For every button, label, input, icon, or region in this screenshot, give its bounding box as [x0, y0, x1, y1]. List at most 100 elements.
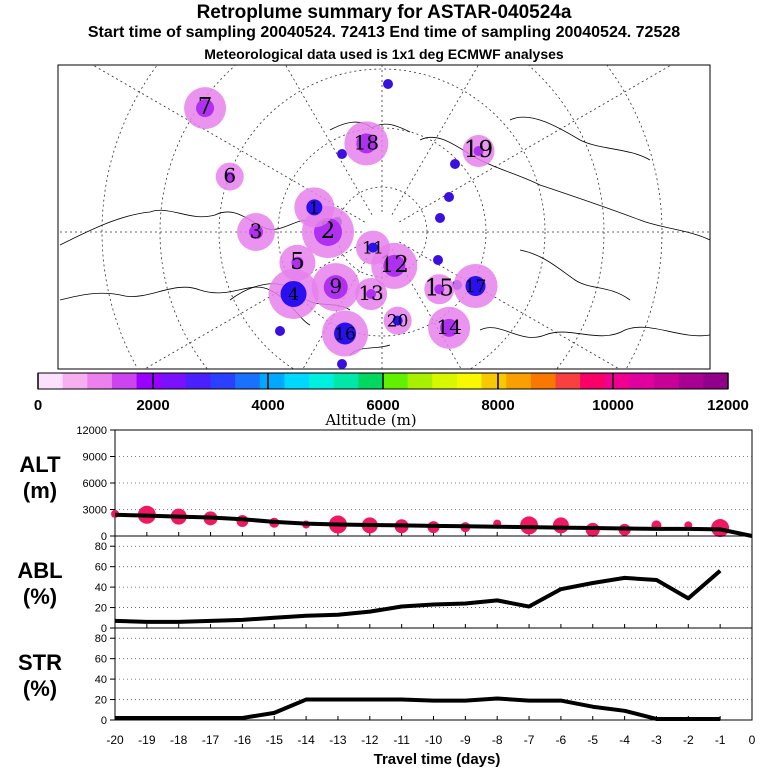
plume-cluster-core — [356, 133, 377, 154]
sampling-times: Start time of sampling 20040524. 72413 E… — [87, 24, 681, 41]
series-line — [114, 569, 722, 624]
colorbar-tick-label: 8000 — [481, 397, 514, 414]
cluster-day-label: 15 — [425, 275, 454, 301]
plume-cluster-core — [306, 199, 323, 216]
latitude-circle — [218, 68, 546, 369]
cluster-day-label: 19 — [464, 137, 493, 163]
plume-cluster-core — [291, 256, 304, 269]
colorbar-segment — [506, 373, 532, 389]
x-tick-label: -6 — [556, 733, 567, 747]
colorbar-segment — [432, 373, 458, 389]
colorbar-segment — [309, 373, 335, 389]
plume-cluster-core — [440, 318, 459, 337]
plume-marker — [383, 79, 393, 89]
y-tick-label: 60 — [95, 654, 107, 666]
panel-ylabel-unit: (%) — [23, 676, 57, 701]
cluster-day-label: 17 — [465, 277, 487, 297]
cluster-day-label: 11 — [362, 239, 384, 259]
y-tick-label: 60 — [95, 562, 107, 574]
coastline — [509, 116, 651, 161]
colorbar-segment — [161, 373, 187, 389]
x-tick-label: -11 — [393, 733, 410, 747]
colorbar-tick-label: 10000 — [592, 397, 634, 414]
y-tick-label: 3000 — [83, 505, 107, 517]
colorbar-tick-label: 2000 — [136, 397, 169, 414]
colorbar-tick-label: 12000 — [707, 397, 749, 414]
cluster-day-label: 6 — [223, 164, 236, 188]
plume-cluster-core — [323, 275, 348, 300]
panel-ylabel: STR — [18, 650, 62, 675]
series-line — [115, 696, 721, 721]
y-tick-label: 40 — [95, 582, 107, 594]
colorbar-segment — [333, 373, 359, 389]
plume-cluster-core — [280, 280, 307, 307]
x-tick-label: -12 — [361, 733, 379, 747]
colorbar-segment — [185, 373, 211, 389]
x-tick-label: -9 — [460, 733, 471, 747]
colorbar-segment — [580, 373, 606, 389]
colorbar-tick-label: 0 — [34, 397, 42, 414]
y-tick-label: 6000 — [83, 478, 107, 490]
colorbar-tick-label: 4000 — [251, 397, 284, 414]
colorbar-segment — [284, 373, 310, 389]
x-tick-label: -19 — [138, 733, 156, 747]
x-tick-label: -5 — [587, 733, 598, 747]
x-tick-label: -17 — [202, 733, 220, 747]
colorbar: 0 2000 4000 6000 8000 10000 12000 Altitude (m) — [34, 372, 749, 429]
plume-cluster-core — [334, 322, 357, 345]
plume-cluster-core — [249, 225, 263, 239]
plume-cluster-core — [366, 289, 377, 300]
y-tick-label: 0 — [101, 623, 107, 635]
met-data-line: Meteorological data used is 1x1 deg ECMW… — [204, 46, 564, 62]
cluster-day-label: 7 — [198, 94, 213, 120]
plume-cluster-core — [392, 315, 403, 326]
colorbar-segment — [235, 373, 261, 389]
panel-ylabel-unit: (%) — [23, 584, 57, 609]
plume-cluster-core — [368, 242, 378, 253]
cluster-day-label: 20 — [387, 312, 409, 332]
plume-marker — [444, 192, 454, 202]
colorbar-segment — [481, 373, 507, 389]
colorbar-segment — [383, 373, 409, 389]
colorbar-axis-label: Altitude (m) — [324, 411, 416, 429]
cluster-day-label: 14 — [436, 315, 461, 339]
panel-frame — [114, 627, 753, 721]
x-tick-label: -8 — [492, 733, 503, 747]
x-tick-label: -18 — [170, 733, 188, 747]
plume-marker — [435, 213, 445, 223]
plume-cluster-core — [473, 146, 484, 157]
x-axis-label: Travel time (days) — [374, 751, 501, 768]
plume-cluster-core — [224, 171, 235, 182]
coastline — [519, 249, 631, 301]
y-tick-label: 0 — [101, 531, 107, 543]
y-tick-label: 40 — [95, 674, 107, 686]
plume-cluster-core — [222, 6, 232, 16]
plume-marker — [433, 255, 443, 265]
x-tick-label: -16 — [234, 733, 252, 747]
plume-marker — [337, 359, 347, 369]
plume-cluster-halo — [212, 0, 242, 26]
colorbar-segment — [456, 373, 483, 389]
plume-cluster-core — [434, 284, 445, 295]
y-tick-label: 12000 — [76, 425, 107, 437]
x-tick-label: -13 — [329, 733, 347, 747]
cluster-day-label: 18 — [354, 130, 379, 154]
colorbar-segment — [111, 373, 138, 389]
cluster-day-label: 5 — [290, 249, 305, 275]
y-tick-label: 0 — [101, 715, 107, 727]
meridian-line — [391, 249, 462, 369]
panel-str: 0 20 40 60 80 STR(%) — [18, 627, 753, 727]
x-tick-label: -7 — [524, 733, 535, 747]
coastline — [479, 326, 710, 338]
colorbar-segment — [703, 373, 729, 389]
y-tick-label: 80 — [95, 541, 107, 553]
meridian-line — [391, 65, 479, 215]
x-tick-label: -10 — [425, 733, 443, 747]
cluster-day-label: 3 — [250, 219, 263, 243]
colorbar-segment — [604, 373, 630, 389]
plume-marker — [450, 159, 460, 169]
colorbar-segment — [62, 373, 88, 389]
